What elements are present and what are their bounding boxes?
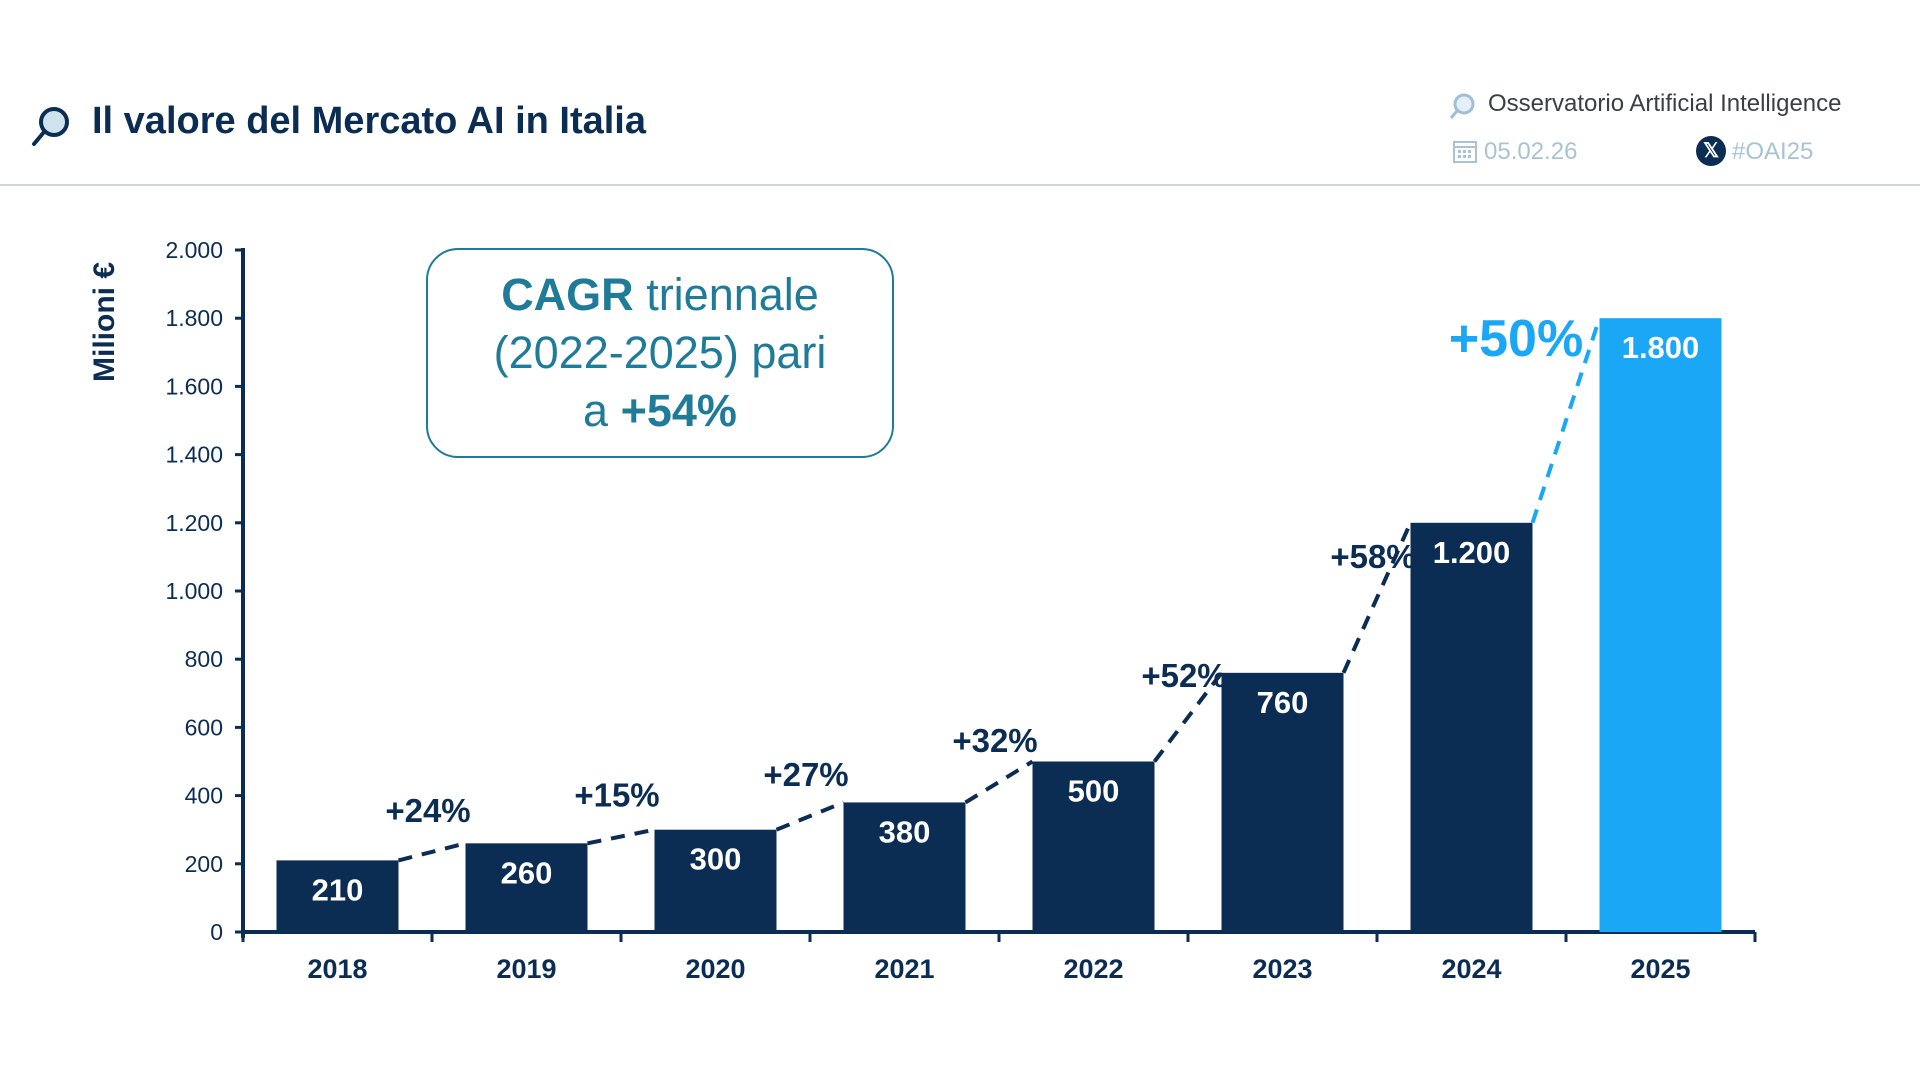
y-tick-label: 1.800: [165, 305, 223, 331]
bar-2021: [843, 802, 966, 932]
growth-label: +15%: [574, 777, 659, 814]
x-tick-label: 2023: [1252, 954, 1312, 984]
growth-connector: [964, 759, 1034, 805]
growth-label: +24%: [385, 792, 470, 829]
x-tick-label: 2021: [874, 954, 934, 984]
bar-value-label: 300: [690, 842, 742, 877]
y-tick-label: 1.400: [165, 442, 223, 468]
bar-2023: [1221, 672, 1344, 932]
date-text: 05.02.26: [1484, 138, 1578, 165]
bar-2024: [1410, 522, 1533, 932]
x-tick-label: 2019: [496, 954, 556, 984]
cagr-callout: CAGR triennale (2022-2025) pari a +54%: [426, 248, 894, 458]
page-title: Il valore del Mercato AI in Italia: [92, 100, 646, 142]
growth-label: +32%: [952, 722, 1037, 759]
organization-name: Osservatorio Artificial Intelligence: [1488, 90, 1842, 117]
growth-connector: [1152, 671, 1224, 763]
bar-2022: [1032, 761, 1155, 932]
bar-value-label: 1.800: [1622, 330, 1700, 365]
bar-2018: [276, 860, 399, 932]
cagr-period: (2022-2025) pari: [493, 327, 827, 378]
y-tick-label: 1.600: [165, 373, 223, 399]
growth-connector: [775, 800, 845, 832]
growth-connector: [587, 827, 655, 846]
x-tick-label: 2024: [1441, 954, 1501, 984]
bar-2020: [654, 829, 777, 932]
growth-connector: [398, 841, 466, 863]
bar-value-label: 760: [1257, 685, 1309, 720]
cagr-value: +54%: [620, 385, 737, 436]
growth-connector: [1341, 521, 1413, 674]
cagr-text: triennale: [633, 269, 819, 320]
magnifier-logo-icon: [1448, 92, 1476, 125]
x-logo-icon[interactable]: 𝕏: [1696, 136, 1726, 166]
growth-label: +27%: [763, 756, 848, 793]
bar-value-label: 260: [501, 855, 553, 890]
cagr-text-a: a: [583, 385, 621, 436]
cagr-bold: CAGR: [501, 269, 634, 320]
y-tick-label: 600: [185, 714, 223, 740]
y-tick-label: 400: [185, 783, 223, 809]
x-tick-label: 2018: [307, 954, 367, 984]
header-divider: [0, 184, 1920, 186]
growth-connector: [1530, 317, 1602, 524]
x-tick-label: 2022: [1063, 954, 1123, 984]
growth-label: +58%: [1330, 538, 1415, 575]
magnifier-logo-icon: [30, 104, 74, 153]
y-tick-label: 1.000: [165, 578, 223, 604]
bar-2019: [465, 843, 588, 932]
growth-label: +50%: [1449, 310, 1583, 368]
bar-2025: [1599, 318, 1722, 932]
y-tick-label: 2.000: [165, 237, 223, 263]
calendar-icon: [1452, 138, 1478, 169]
hashtag[interactable]: #OAI25: [1732, 138, 1814, 165]
y-tick-label: 200: [185, 851, 223, 877]
y-tick-label: 1.200: [165, 510, 223, 536]
x-tick-label: 2025: [1630, 954, 1690, 984]
bar-value-label: 1.200: [1433, 535, 1511, 570]
bar-value-label: 380: [879, 814, 931, 849]
bar-value-label: 500: [1068, 774, 1120, 809]
growth-label: +52%: [1141, 657, 1226, 694]
bar-value-label: 210: [312, 872, 364, 907]
y-tick-label: 0: [210, 919, 223, 945]
y-tick-label: 800: [185, 646, 223, 672]
x-tick-label: 2020: [685, 954, 745, 984]
y-axis-label: Milioni €: [88, 262, 121, 382]
